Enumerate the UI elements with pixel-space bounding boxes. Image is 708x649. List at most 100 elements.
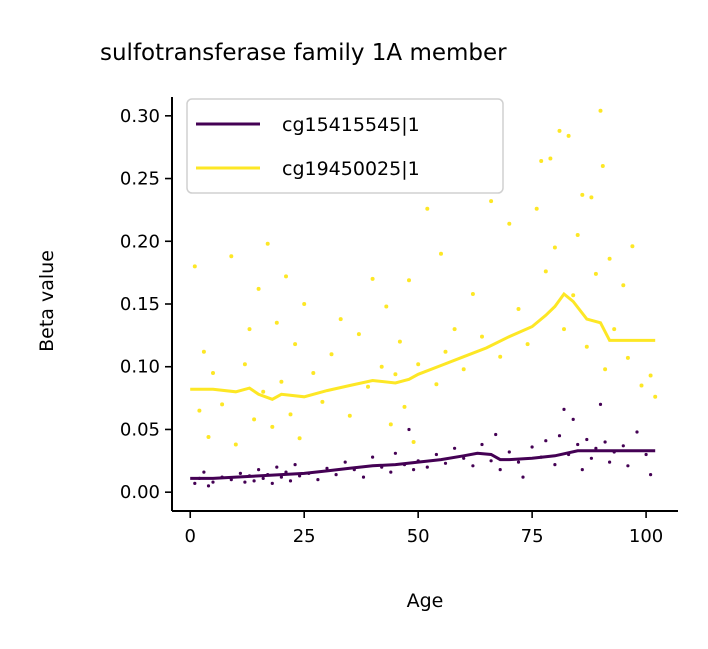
data-point [242,362,247,367]
data-point [206,483,211,489]
data-point [252,417,257,422]
data-point [603,367,608,372]
data-point [192,480,198,486]
data-point [443,460,448,466]
data-point [625,463,631,469]
data-point [251,478,257,484]
data-point [621,283,626,288]
data-point [589,455,594,461]
data-point [347,413,352,418]
data-point [211,371,215,375]
x-tick-label: 0 [185,526,196,547]
data-point [261,389,266,394]
data-point [256,467,262,473]
data-point [201,349,206,354]
plot-area: 0.00 0.05 0.10 0.15 0.20 0.25 0.30 0 25 50 75 100 [120,97,678,547]
data-point [516,459,521,465]
data-point [470,292,475,296]
data-point [602,439,608,445]
legend-label-cg15415545: cg15415545|1 [282,114,420,136]
data-point [220,402,225,407]
data-point [607,459,612,465]
data-point [557,128,562,133]
data-point [470,463,476,469]
data-point [192,264,197,269]
data-point [201,469,207,475]
data-point [293,342,298,347]
data-point [589,195,594,200]
data-point [393,372,398,377]
y-tick-label: 0.00 [120,482,160,503]
data-point [210,479,216,485]
data-point [543,438,549,444]
data-point [593,271,598,276]
data-point [434,382,439,387]
data-point [506,449,512,455]
data-point [284,274,288,279]
data-point [443,349,448,354]
data-point [562,327,566,332]
data-point [279,379,284,384]
data-point [570,416,576,422]
series-cg15415545-trend-line [190,449,656,480]
data-point [580,192,585,197]
data-point [643,452,649,457]
data-point [452,327,457,332]
data-point [489,199,494,204]
data-point [265,241,270,246]
data-point [620,443,626,449]
y-tick-label: 0.25 [120,169,160,190]
data-point [361,474,366,480]
data-point [333,472,339,478]
y-tick-label: 0.05 [120,419,160,440]
data-point [406,427,412,432]
data-point [402,404,407,409]
data-point [543,269,548,274]
x-tick-label: 100 [629,526,663,547]
data-point [584,437,590,442]
data-point [493,432,499,437]
data-point [338,317,343,322]
legend-label-cg19450025: cg19450025|1 [282,158,420,180]
data-point [311,371,316,375]
data-point [452,445,458,451]
data-point [600,164,605,168]
data-point [634,429,640,435]
data-point [598,401,603,407]
data-point [315,477,321,483]
data-point [302,302,307,306]
data-point [584,344,589,349]
data-point [274,320,279,325]
data-point [416,362,421,367]
data-point [425,206,430,211]
data-point [392,450,398,456]
data-point [552,245,557,250]
data-point [520,474,526,480]
data-point [274,464,280,470]
data-point [320,399,325,404]
data-point [639,383,644,388]
x-ticks: 0 25 50 75 100 [185,511,663,547]
data-point [197,408,202,413]
data-point [370,454,376,460]
data-point [653,394,658,399]
y-ticks: 0.00 0.05 0.10 0.15 0.20 0.25 0.30 [120,106,172,503]
data-point [648,472,653,478]
data-point [612,327,617,332]
data-point [648,373,653,378]
x-axis-label: Age [407,590,444,612]
data-point [411,467,417,473]
data-point [237,470,243,476]
chart-title: sulfotransferase family 1A member [100,40,507,66]
legend-frame [186,98,504,194]
data-point [329,352,334,357]
x-tick-label: 50 [407,526,430,547]
data-point [548,156,553,161]
data-point [566,133,571,138]
data-point [384,304,389,309]
data-point [433,452,439,457]
data-point [480,334,484,339]
data-point [625,355,630,360]
data-point [292,462,298,468]
